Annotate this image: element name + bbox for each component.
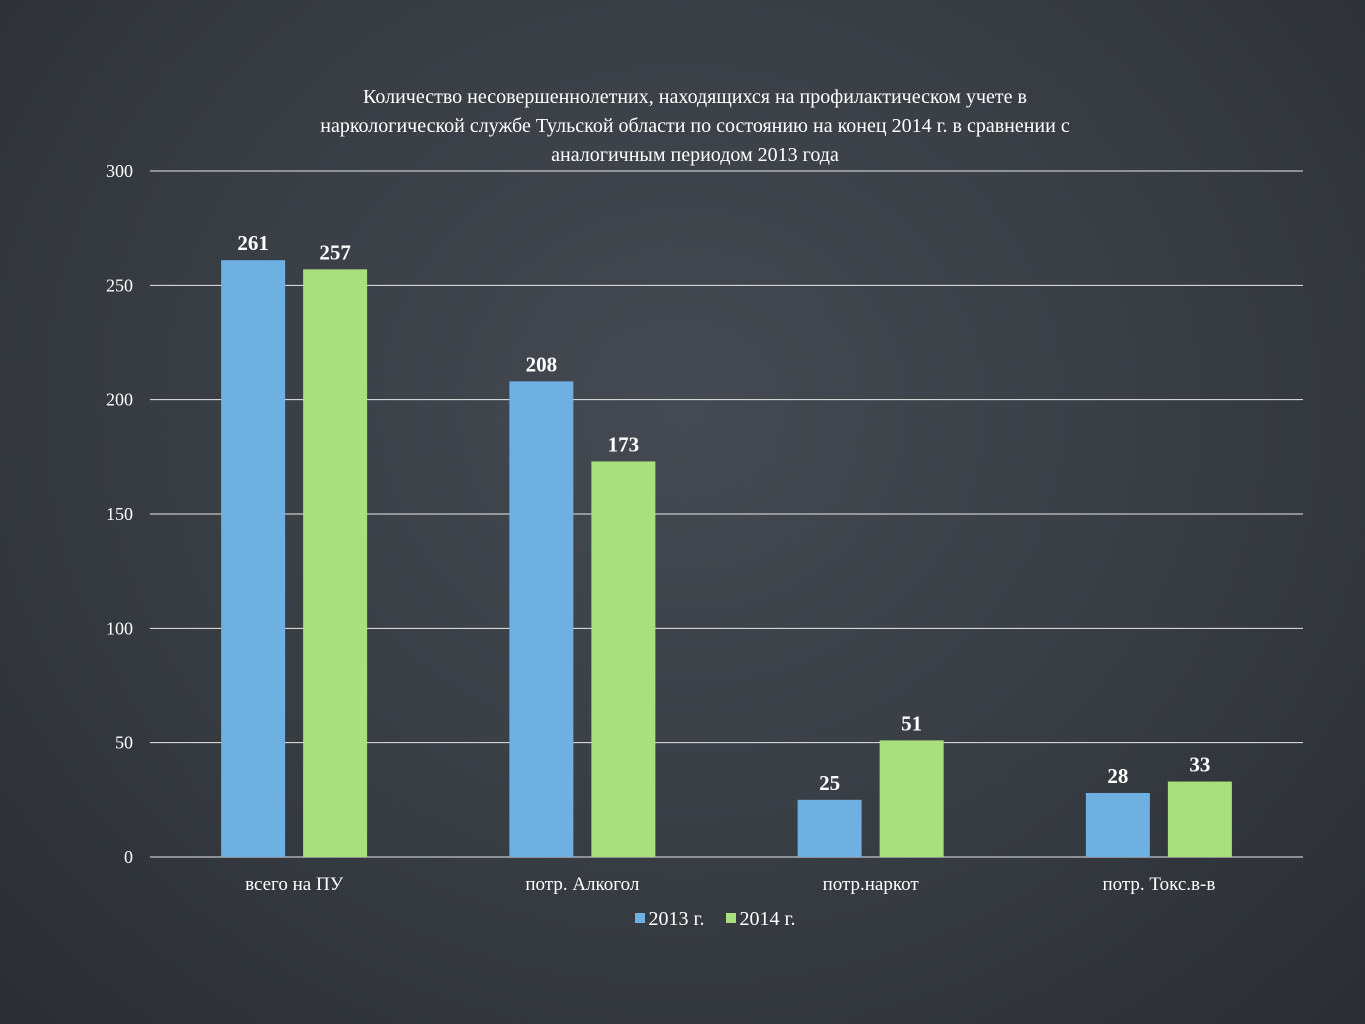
bar-2014 — [1167, 781, 1232, 857]
x-tick-label: всего на ПУ — [245, 874, 344, 895]
data-label: 173 — [608, 432, 640, 456]
x-tick-label: потр. Алкогол — [525, 874, 639, 895]
bar-2014 — [879, 740, 944, 857]
y-tick-label: 50 — [115, 733, 133, 753]
y-tick-label: 300 — [106, 161, 133, 181]
y-tick-label: 250 — [106, 275, 133, 295]
bar-2013 — [797, 799, 862, 857]
legend-swatch-2014 — [725, 913, 736, 923]
y-tick-label: 150 — [106, 504, 133, 524]
data-label: 51 — [901, 711, 922, 735]
x-tick-label: потр. Токс.в-в — [1102, 874, 1215, 895]
legend-label-2014: 2014 г. — [739, 908, 796, 930]
chart-title-line-3: аналогичным периодом 2013 года — [551, 144, 839, 166]
legend-swatch-2013 — [634, 913, 645, 923]
legend-item-2013: 2013 г. — [634, 908, 705, 931]
data-label: 33 — [1189, 753, 1210, 777]
data-label: 208 — [526, 352, 558, 376]
x-axis-ticks: всего на ПУ потр. Алкогол потр.наркот потр.… — [245, 874, 1215, 895]
y-tick-label: 200 — [106, 390, 133, 410]
chart-title-line-2: наркологической службе Тульской области … — [320, 115, 1070, 137]
y-tick-label: 0 — [124, 847, 133, 867]
bars — [221, 260, 1232, 857]
data-label: 257 — [319, 240, 351, 264]
bar-2013 — [509, 381, 574, 857]
bar-2013 — [221, 260, 286, 857]
chart-title-line-1: Количество несовершеннолетних, находящих… — [363, 86, 1027, 108]
legend: 2013 г. 2014 г. — [0, 908, 1365, 931]
bar-2014 — [303, 269, 368, 857]
data-label: 261 — [237, 231, 269, 255]
y-tick-label: 100 — [106, 618, 133, 638]
legend-item-2014: 2014 г. — [725, 908, 796, 931]
data-labels: 261 257 208 173 25 51 28 33 — [237, 231, 1210, 795]
legend-label-2013: 2013 г. — [648, 908, 705, 930]
x-tick-label: потр.наркот — [823, 874, 920, 895]
bar-2014 — [591, 461, 656, 857]
bar-2013 — [1085, 792, 1150, 857]
y-axis-ticks: 0 50 100 150 200 250 300 — [106, 161, 133, 867]
data-label: 25 — [819, 771, 840, 795]
data-label: 28 — [1107, 764, 1128, 788]
